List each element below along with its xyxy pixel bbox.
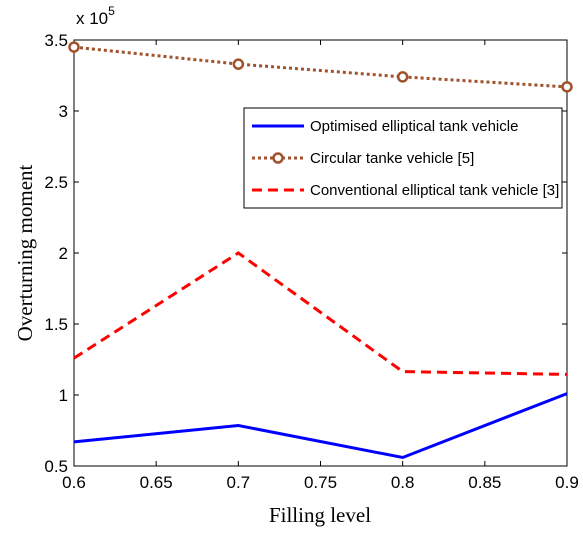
legend-label-1: Optimised elliptical tank vehicle xyxy=(310,118,518,135)
legend-label-2: Circular tanke vehicle [5] xyxy=(310,150,474,167)
y-tick-label: 2.5 xyxy=(44,173,68,192)
y-axis-label: Overturning moment xyxy=(13,164,37,341)
series-2-point xyxy=(561,81,573,93)
series-line-3 xyxy=(73,251,568,376)
series-line-2 xyxy=(73,45,568,89)
x-tick-label: 0.8 xyxy=(391,473,415,492)
y-tick-label: 2 xyxy=(59,244,68,263)
y-tick-label: 0.5 xyxy=(44,457,68,476)
x-tick-label: 0.7 xyxy=(227,473,251,492)
y-tick-label: 1 xyxy=(59,386,68,405)
y-tick-label: 1.5 xyxy=(44,315,68,334)
series-2-point xyxy=(68,41,80,53)
series-layer xyxy=(68,41,573,460)
x-tick-label: 0.85 xyxy=(468,473,501,492)
legend-label-3: Conventional elliptical tank vehicle [3] xyxy=(310,182,559,199)
y-tick-label: 3.5 xyxy=(44,31,68,50)
legend: Optimised elliptical tank vehicle Circula… xyxy=(243,107,563,209)
series-2-point xyxy=(232,58,245,70)
series-line-1 xyxy=(73,392,568,460)
x-tick-label: 0.9 xyxy=(555,473,579,492)
x-tick-label: 0.6 xyxy=(62,473,86,492)
legend-marker-2 xyxy=(272,152,284,164)
x-axis-label: Filling level xyxy=(269,503,371,527)
plot-area xyxy=(73,39,568,467)
y-tick-label: 3 xyxy=(59,102,68,121)
y-multiplier: x 105 xyxy=(76,4,115,28)
axis-ticks: 0.6 0.65 0.7 0.75 0.8 0.85 0.9 0.5 1 1.5 2 2.5 3 3.5 xyxy=(44,31,578,492)
x-tick-label: 0.75 xyxy=(304,473,337,492)
series-2-point xyxy=(396,71,409,83)
x-tick-label: 0.65 xyxy=(140,473,173,492)
